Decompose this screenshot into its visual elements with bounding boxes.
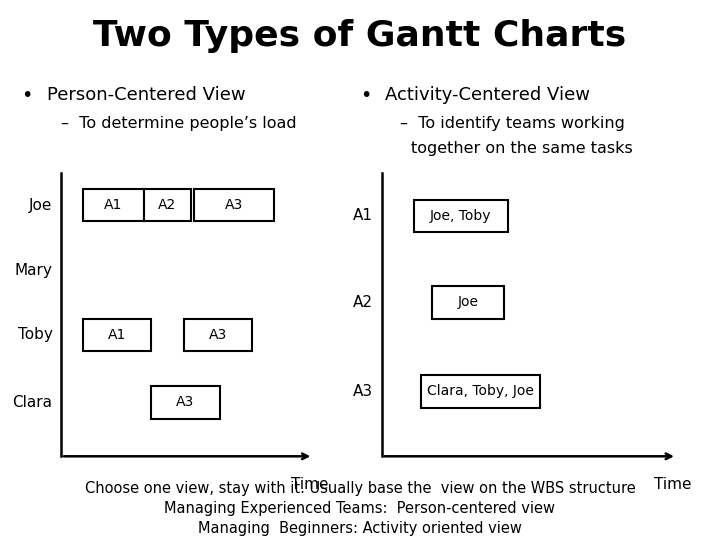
Text: Joe, Toby: Joe, Toby: [430, 209, 492, 223]
Text: Activity-Centered View: Activity-Centered View: [385, 86, 590, 104]
Text: –  To determine people’s load: – To determine people’s load: [61, 116, 297, 131]
Text: together on the same tasks: together on the same tasks: [411, 141, 633, 157]
Text: Managing  Beginners: Activity oriented view: Managing Beginners: Activity oriented vi…: [198, 521, 522, 536]
Text: Time: Time: [291, 477, 328, 492]
Text: Choose one view, stay with it. Usually base the  view on the WBS structure: Choose one view, stay with it. Usually b…: [85, 481, 635, 496]
Bar: [414, 200, 508, 232]
Text: A2: A2: [158, 198, 176, 212]
Text: A3: A3: [209, 328, 227, 342]
Bar: [144, 189, 191, 221]
Text: Mary: Mary: [14, 262, 53, 278]
Text: Clara, Toby, Joe: Clara, Toby, Joe: [427, 384, 534, 399]
Bar: [151, 386, 220, 418]
Text: •: •: [22, 86, 33, 105]
Bar: [83, 319, 151, 351]
Text: Joe: Joe: [457, 295, 479, 309]
Text: A1: A1: [108, 328, 126, 342]
Text: A1: A1: [104, 198, 122, 212]
Text: A3: A3: [353, 384, 373, 399]
Text: •: •: [360, 86, 372, 105]
Bar: [432, 286, 504, 319]
Text: A3: A3: [176, 395, 194, 409]
Bar: [83, 189, 144, 221]
Text: Joe: Joe: [30, 198, 53, 213]
Text: Managing Experienced Teams:  Person-centered view: Managing Experienced Teams: Person-cente…: [164, 501, 556, 516]
Text: A1: A1: [353, 208, 373, 224]
Text: Clara: Clara: [12, 395, 53, 410]
Bar: [421, 375, 540, 408]
Text: Person-Centered View: Person-Centered View: [47, 86, 246, 104]
Text: Time: Time: [654, 477, 692, 492]
Text: A3: A3: [225, 198, 243, 212]
Text: Toby: Toby: [18, 327, 53, 342]
Bar: [194, 189, 274, 221]
Bar: [184, 319, 252, 351]
Text: Two Types of Gantt Charts: Two Types of Gantt Charts: [94, 19, 626, 53]
Text: –  To identify teams working: – To identify teams working: [400, 116, 624, 131]
Text: A2: A2: [353, 295, 373, 310]
